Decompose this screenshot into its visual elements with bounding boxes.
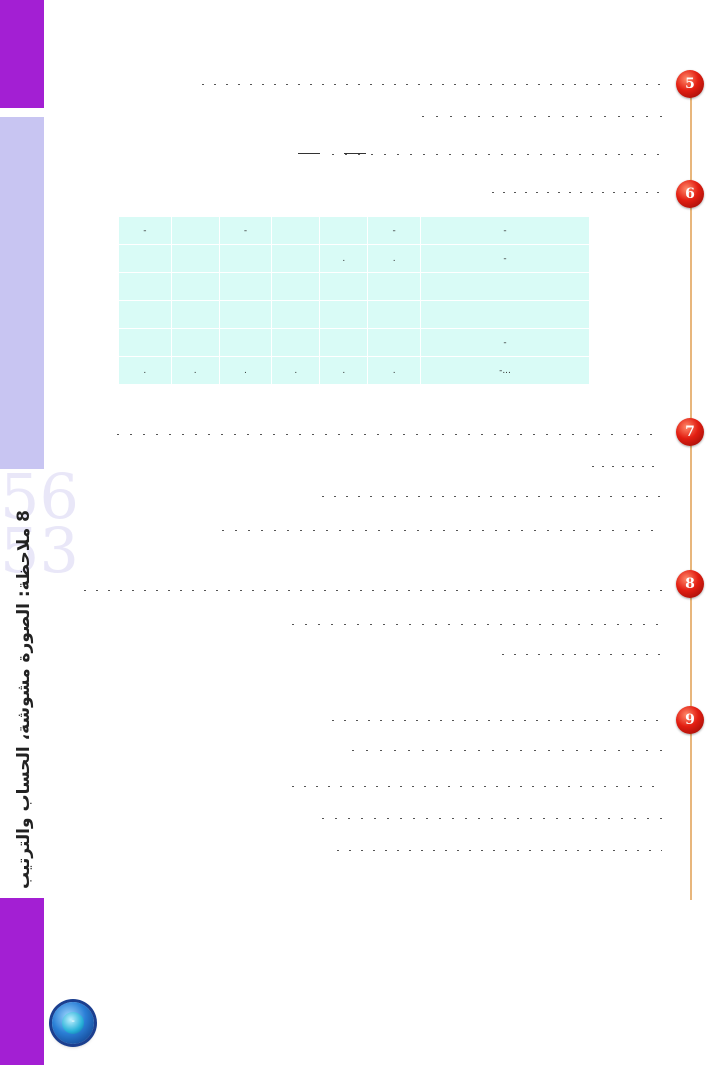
table-cell [319,216,369,245]
table-row [118,300,590,329]
table-cell: . [118,356,172,385]
table-row-label [420,300,590,329]
table-cell [218,244,273,273]
table-cell: . [170,356,220,385]
question-9-text [332,716,662,732]
question-marker: 6 [676,180,704,208]
sidebar-bottom-band [0,898,44,1065]
table-cell: - [118,216,172,245]
table-cell [170,272,220,301]
question-marker: 5 [676,70,704,98]
navigation-orb-button[interactable]: - [52,1002,94,1044]
question-9-text [337,846,662,862]
fraction-bar [298,153,320,154]
question-7-text [222,526,662,542]
table-row [118,272,590,301]
table-cell [170,216,220,245]
table-cell: . [319,356,369,385]
table-cell [218,272,273,301]
table-row-label [420,272,590,301]
table-cell: . [319,244,369,273]
table-cell: . [218,356,273,385]
table-cell [170,328,220,357]
table-cell [367,328,421,357]
table-cell [319,300,369,329]
table-row-label: -... [420,356,590,385]
decorative-digits: 56 53 [0,470,90,610]
question-9-text [352,746,662,762]
vertical-chapter-title: 8 ملاحظة: الصورة مشوشة، الحساب والترتيب [14,510,34,890]
table-row-label: - [420,328,590,357]
table-row-label: - [420,216,590,245]
question-5-text [322,150,662,166]
table-cell [271,300,321,329]
question-5-text [422,112,662,128]
question-marker: 9 [676,706,704,734]
data-table: - - - - . . - [118,216,590,385]
table-cell [118,300,172,329]
table-row: . . - [118,244,590,273]
table-cell [170,300,220,329]
table-row-label: - [420,244,590,273]
question-7-text [592,462,662,478]
table-cell [367,272,421,301]
table-cell [271,216,321,245]
question-marker: 7 [676,418,704,446]
question-6-text [492,188,662,204]
table-cell: - [218,216,273,245]
question-9-text [322,814,662,830]
question-9-text [292,782,662,798]
sidebar-lower-band [0,469,44,897]
table-row: - [118,328,590,357]
table-cell [271,328,321,357]
question-8-text [292,620,662,636]
table-cell: . [271,356,321,385]
table-cell: . [367,356,421,385]
fraction-bar [344,153,366,154]
question-5-text [192,80,662,96]
question-marker: 8 [676,570,704,598]
sidebar-top-band [0,0,44,108]
sidebar-middle-band [0,117,44,469]
table-row: - - - - [118,216,590,245]
question-8-text [502,650,662,666]
table-cell [118,272,172,301]
table-cell: . [367,244,421,273]
table-cell [271,244,321,273]
orb-icon: - [62,1012,84,1034]
table-cell [218,300,273,329]
table-cell [271,272,321,301]
table-cell [118,328,172,357]
table-cell [319,272,369,301]
question-8-text [84,586,662,602]
decorative-digit-line: 56 [0,470,79,533]
table-cell [367,300,421,329]
timeline-line [690,95,692,900]
question-7-text [322,492,662,508]
table-cell [118,244,172,273]
table-row: . . . . . . -... [118,356,590,385]
sidebar [0,0,44,1065]
decorative-digit-line: 53 [0,514,79,587]
table-cell [319,328,369,357]
table-cell [218,328,273,357]
table-cell: - [367,216,421,245]
table-cell [170,244,220,273]
question-7-text [112,430,662,446]
